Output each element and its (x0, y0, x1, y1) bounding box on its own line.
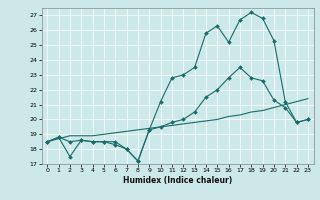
X-axis label: Humidex (Indice chaleur): Humidex (Indice chaleur) (123, 176, 232, 185)
